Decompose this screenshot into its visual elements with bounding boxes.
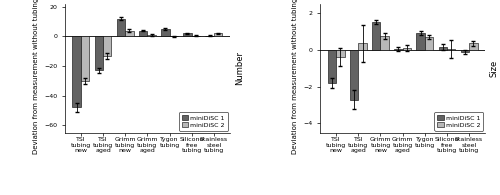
Bar: [425, 37, 433, 50]
Bar: [380, 36, 389, 50]
Bar: [183, 34, 192, 36]
Text: Number: Number: [234, 51, 244, 85]
Bar: [125, 31, 134, 36]
Bar: [81, 36, 90, 81]
Legend: miniDiSC 1, miniDiSC 2: miniDiSC 1, miniDiSC 2: [179, 112, 228, 131]
Bar: [460, 50, 469, 52]
Bar: [161, 29, 170, 36]
Bar: [214, 34, 222, 36]
Bar: [402, 48, 411, 50]
Bar: [394, 49, 402, 50]
Text: Size: Size: [490, 60, 499, 77]
Bar: [103, 36, 112, 56]
Bar: [72, 36, 81, 107]
Bar: [438, 47, 447, 50]
Y-axis label: Deviation from measurement without tubing [%]: Deviation from measurement without tubin…: [32, 0, 38, 154]
Bar: [350, 50, 358, 99]
Bar: [416, 33, 425, 50]
Bar: [447, 49, 456, 50]
Y-axis label: Deviation from measurement without tubing [%]: Deviation from measurement without tubin…: [291, 0, 298, 154]
Bar: [139, 31, 147, 36]
Bar: [358, 43, 367, 50]
Bar: [469, 43, 478, 50]
Legend: miniDiSC 1, miniDiSC 2: miniDiSC 1, miniDiSC 2: [434, 112, 483, 131]
Bar: [372, 22, 380, 50]
Bar: [336, 50, 344, 57]
Bar: [117, 19, 125, 36]
Bar: [328, 50, 336, 83]
Bar: [148, 35, 156, 36]
Bar: [94, 36, 103, 70]
